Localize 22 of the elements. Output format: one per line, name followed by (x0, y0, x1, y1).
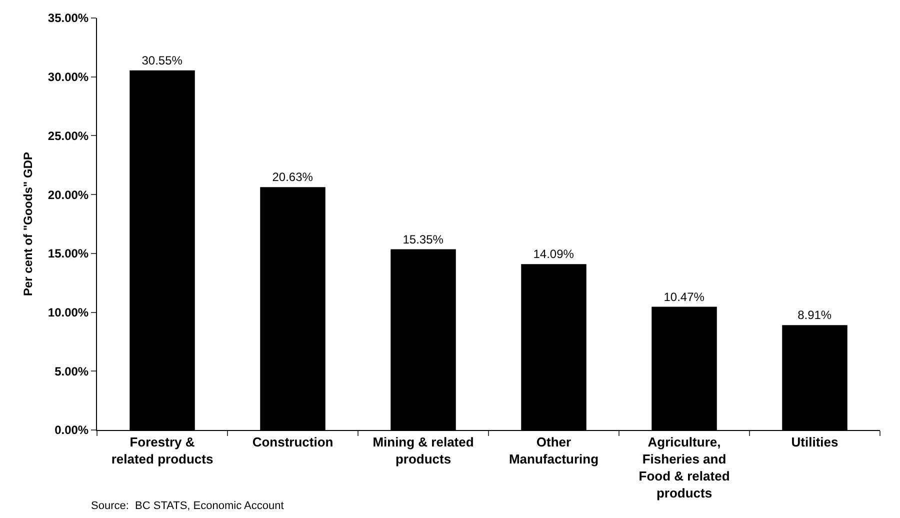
y-tick-label: 15.00% (48, 246, 89, 261)
x-tick-label: Utilities (791, 434, 838, 450)
y-tick-label: 30.00% (48, 70, 89, 84)
source-note: Source: BC STATS, Economic Account (91, 500, 284, 512)
x-tick-label: Agriculture, Fisheries and Food & related products (638, 434, 730, 500)
x-tick-label: Construction (252, 434, 334, 450)
x-tick-label: Mining & related products (372, 434, 474, 466)
y-tick-label: 20.00% (48, 188, 89, 202)
y-tick-label: 5.00% (54, 364, 89, 378)
data-label: 15.35% (402, 232, 444, 246)
y-tick-label: 10.00% (48, 305, 89, 320)
y-axis-title: Per cent of "Goods" GDP (21, 152, 36, 296)
data-label: 30.55% (142, 53, 183, 68)
x-tick-label: Forestry & related products (111, 434, 214, 466)
x-tick-label: Other Manufacturing (508, 434, 599, 466)
y-tick-label: 25.00% (48, 128, 89, 143)
y-tick-label: 0.00% (54, 423, 89, 438)
data-label: 14.09% (533, 247, 574, 262)
data-label: 10.47% (664, 290, 705, 304)
y-tick-label: 35.00% (48, 11, 89, 26)
data-label: 8.91% (798, 308, 832, 322)
data-label: 20.63% (272, 170, 314, 184)
